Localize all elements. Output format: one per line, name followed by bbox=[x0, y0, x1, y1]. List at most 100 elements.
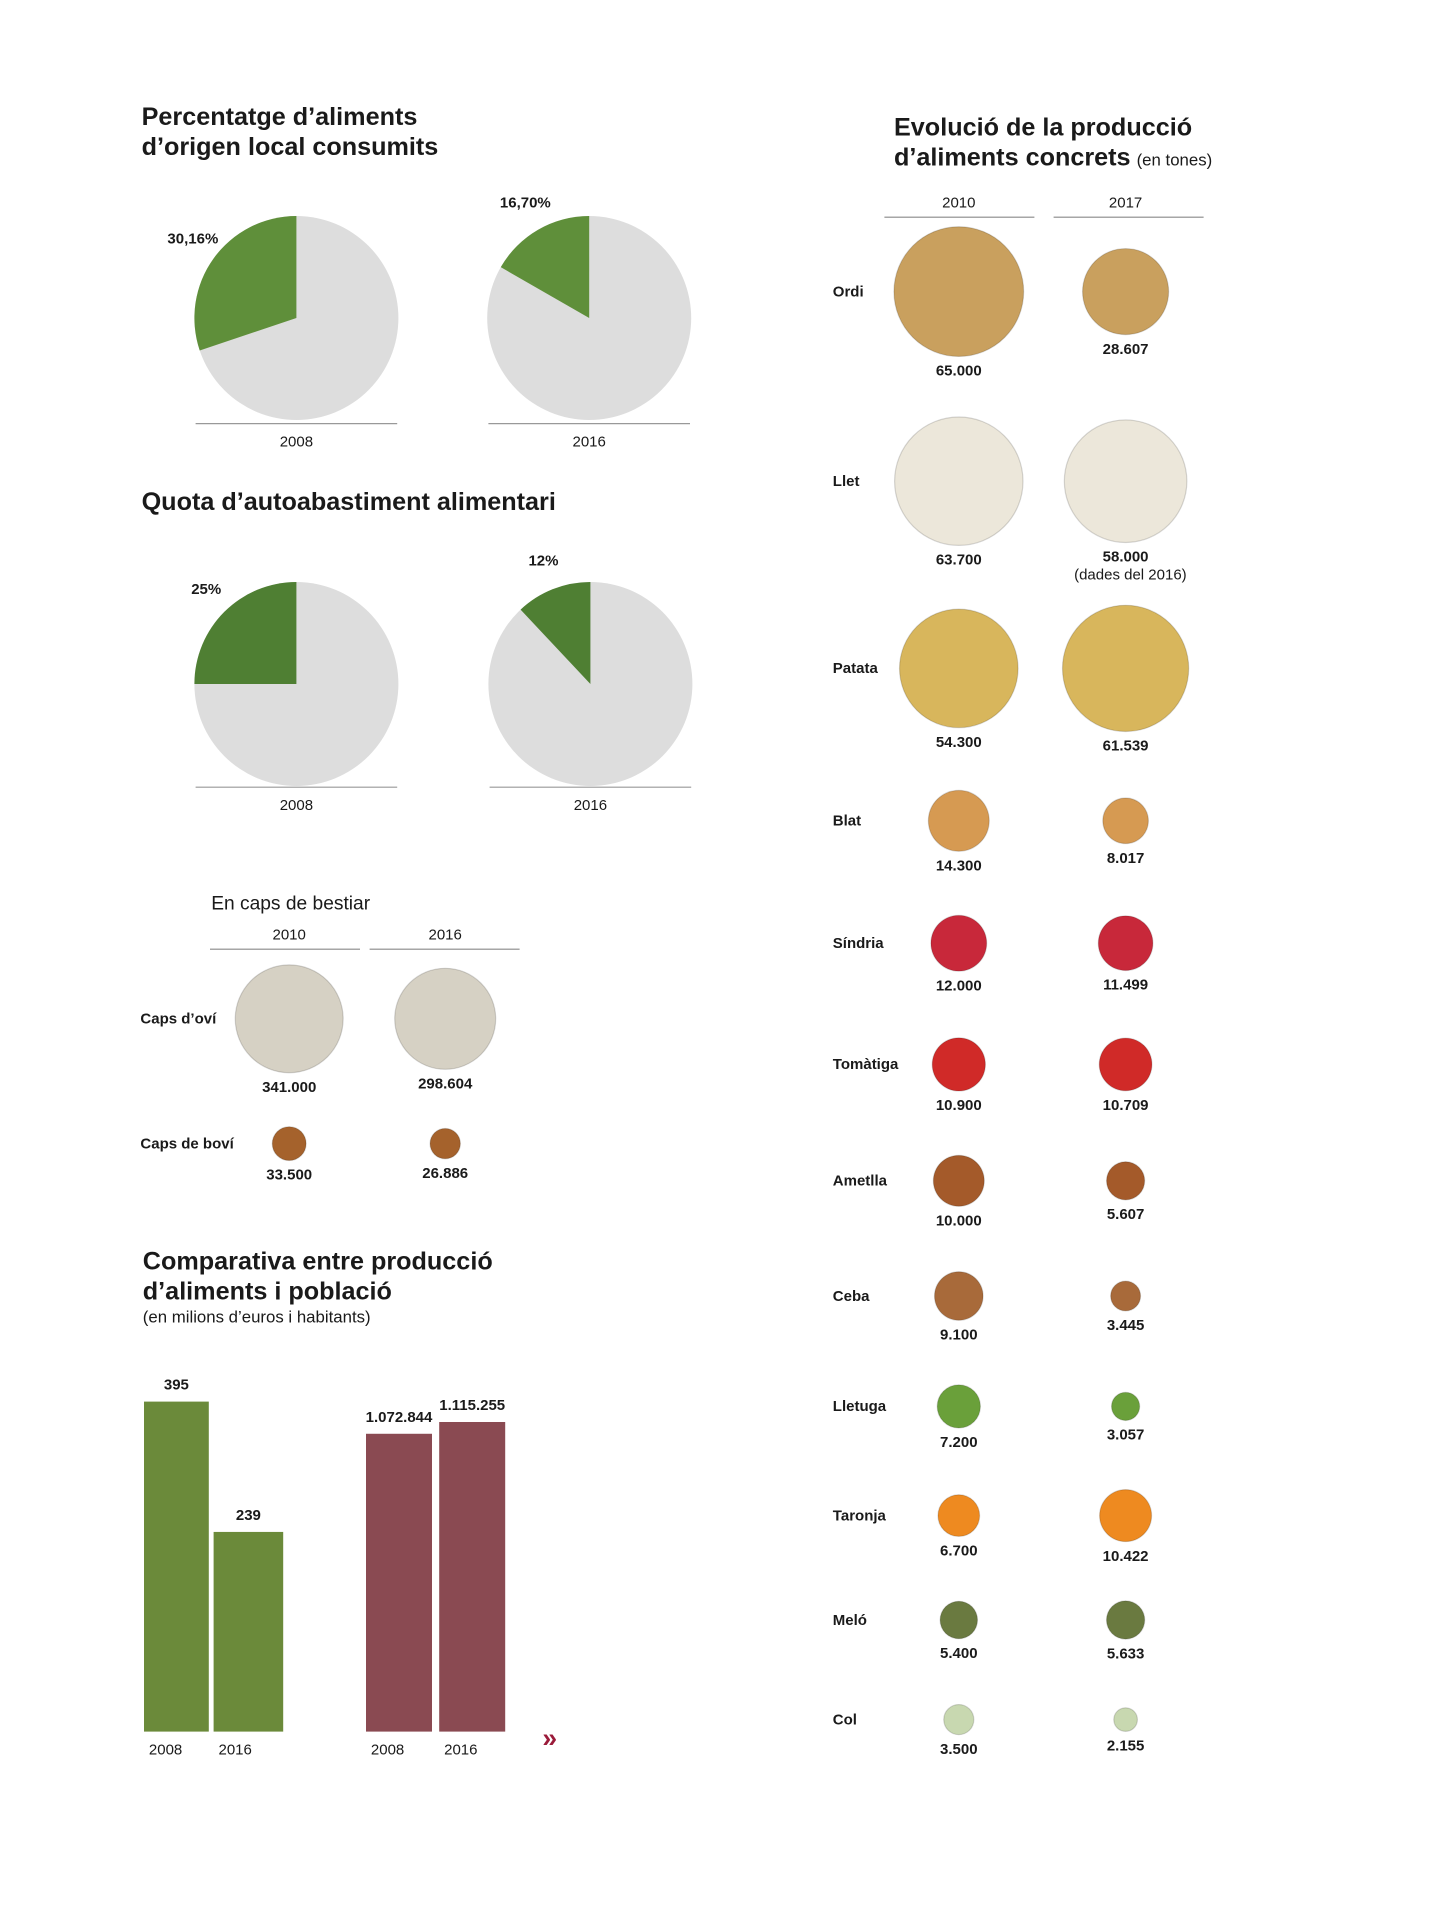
bar bbox=[144, 1401, 209, 1732]
bubble bbox=[931, 1037, 986, 1092]
value-label: 2.155 bbox=[1107, 1738, 1145, 1755]
bubble bbox=[1110, 1280, 1142, 1312]
value-label: 395 bbox=[164, 1377, 189, 1394]
value-label: 5.607 bbox=[1107, 1206, 1145, 1223]
row-label: Taronja bbox=[833, 1507, 887, 1524]
row-label: Ametlla bbox=[833, 1173, 888, 1190]
row-label: Patata bbox=[833, 660, 879, 677]
category-label: 2008 bbox=[280, 797, 313, 814]
bubble bbox=[1110, 1391, 1141, 1422]
row-label: Blat bbox=[833, 813, 861, 830]
row-label: Ordi bbox=[833, 283, 864, 300]
chart-title: d’aliments i població bbox=[143, 1278, 392, 1306]
bubble bbox=[1081, 247, 1170, 336]
category-label: 2016 bbox=[444, 1741, 477, 1758]
value-label: 25% bbox=[191, 581, 221, 598]
row-label: Lletuga bbox=[833, 1398, 887, 1415]
category-label: 2016 bbox=[573, 433, 606, 450]
bubble bbox=[939, 1600, 979, 1640]
pie-slice bbox=[500, 216, 590, 318]
value-label: 6.700 bbox=[940, 1543, 978, 1560]
chart-title-line: Comparativa entre producció bbox=[143, 1248, 493, 1276]
bubble bbox=[930, 914, 988, 972]
value-label: 16,70% bbox=[500, 195, 551, 212]
value-label: 10.709 bbox=[1103, 1097, 1149, 1114]
bubble bbox=[943, 1703, 975, 1736]
bubble bbox=[1105, 1161, 1146, 1201]
value-label: 8.017 bbox=[1107, 850, 1145, 867]
chart-title-line: En caps de bestiar bbox=[211, 894, 371, 915]
row-label: Caps d’oví bbox=[140, 1011, 217, 1028]
value-label: 12% bbox=[528, 552, 558, 569]
bubble bbox=[898, 608, 1019, 729]
row-label: Síndria bbox=[833, 935, 885, 952]
category-label: 2008 bbox=[371, 1741, 404, 1758]
chart-subtitle: (en tones) bbox=[1137, 151, 1213, 170]
chart-title-line: Percentatge d’aliments bbox=[142, 103, 418, 131]
value-label: 28.607 bbox=[1103, 341, 1149, 358]
bubble bbox=[234, 964, 344, 1074]
series-label: 2010 bbox=[942, 195, 975, 212]
pie-slice bbox=[194, 582, 297, 684]
value-label: 10.422 bbox=[1103, 1548, 1149, 1565]
bar bbox=[213, 1531, 284, 1732]
category-label: 2008 bbox=[280, 433, 313, 450]
chart-title: Percentatge d’aliments bbox=[142, 103, 418, 131]
value-label: 65.000 bbox=[936, 363, 982, 380]
pie-remainder bbox=[488, 582, 693, 786]
bubble bbox=[927, 789, 990, 852]
bubble bbox=[394, 967, 497, 1070]
bubble bbox=[893, 416, 1024, 547]
bubble bbox=[1061, 604, 1190, 733]
row-label: Ceba bbox=[833, 1288, 870, 1305]
value-label: 5.633 bbox=[1107, 1645, 1145, 1662]
row-label: Tomàtiga bbox=[833, 1056, 899, 1073]
series-label: 2017 bbox=[1109, 195, 1142, 212]
bar bbox=[439, 1422, 506, 1732]
bubble bbox=[1063, 419, 1188, 544]
chart-title-line: d’aliments concrets bbox=[894, 144, 1131, 172]
chart-title: Quota d’autoabastiment alimentari bbox=[142, 488, 556, 516]
value-label: 3.445 bbox=[1107, 1317, 1145, 1334]
series-label: 2010 bbox=[273, 927, 306, 944]
category-label: 2008 bbox=[149, 1741, 182, 1758]
chart-title-line: Evolució de la producció bbox=[894, 114, 1192, 142]
series-label: 2016 bbox=[429, 927, 462, 944]
bubble bbox=[893, 226, 1025, 358]
value-label: 26.886 bbox=[422, 1165, 468, 1182]
chart-title: Comparativa entre producció bbox=[143, 1248, 493, 1276]
value-label: 298.604 bbox=[418, 1075, 473, 1092]
value-label: 63.700 bbox=[936, 552, 982, 569]
row-label: Meló bbox=[833, 1612, 867, 1629]
value-label: 33.500 bbox=[266, 1167, 312, 1184]
bubble bbox=[1097, 915, 1154, 972]
bubble bbox=[932, 1154, 985, 1207]
value-label: 7.200 bbox=[940, 1434, 978, 1451]
value-label: 54.300 bbox=[936, 734, 982, 751]
value-label: 341.000 bbox=[262, 1079, 316, 1096]
bubble bbox=[429, 1127, 461, 1160]
pie-slice bbox=[194, 216, 297, 351]
bubble bbox=[1099, 1489, 1153, 1543]
value-label: 12.000 bbox=[936, 977, 982, 994]
value-label: 58.000 bbox=[1103, 549, 1149, 566]
chart-title-line: d’aliments i població bbox=[143, 1278, 392, 1306]
bubble bbox=[933, 1271, 984, 1321]
value-label: 10.900 bbox=[936, 1097, 982, 1114]
value-label: 61.539 bbox=[1103, 738, 1149, 755]
bubble bbox=[937, 1494, 981, 1538]
row-label: Col bbox=[833, 1711, 857, 1728]
value-label: 3.057 bbox=[1107, 1427, 1145, 1444]
bubble bbox=[1102, 797, 1149, 845]
value-label: 239 bbox=[236, 1507, 261, 1524]
value-label: 30,16% bbox=[167, 231, 218, 248]
chart-title-line: Quota d’autoabastiment alimentari bbox=[142, 488, 556, 516]
bubble bbox=[1105, 1600, 1146, 1640]
value-label: 3.500 bbox=[940, 1741, 978, 1758]
chart-title-line: d’origen local consumits bbox=[142, 133, 439, 161]
pie-slice bbox=[520, 582, 591, 684]
bubble bbox=[1098, 1037, 1153, 1092]
chart-title: En caps de bestiar bbox=[211, 894, 371, 915]
category-label: 2016 bbox=[219, 1741, 252, 1758]
value-label: 11.499 bbox=[1103, 977, 1148, 994]
